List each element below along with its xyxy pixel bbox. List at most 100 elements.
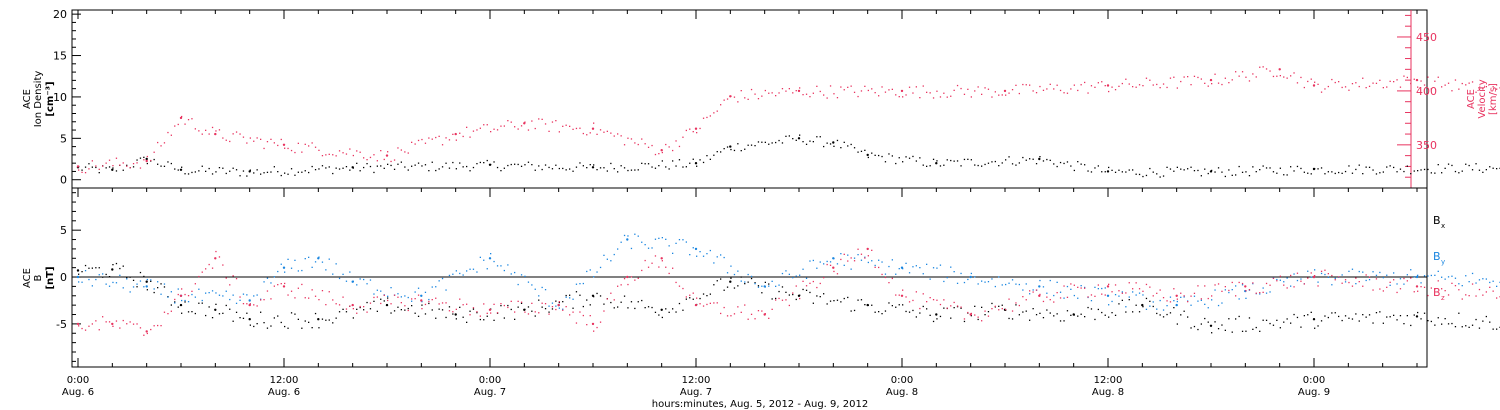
bz-sample <box>977 316 979 318</box>
bx-sample <box>256 323 258 325</box>
by-sample <box>981 280 983 282</box>
density-sample <box>1022 156 1024 159</box>
bz-sample <box>1049 299 1051 301</box>
density-sample <box>174 168 176 170</box>
density-sample <box>579 162 581 164</box>
density-sample <box>1485 169 1487 171</box>
by-sample <box>146 278 148 281</box>
velocity-point <box>1003 89 1007 93</box>
velocity-sample <box>91 160 93 162</box>
density-sample <box>328 166 330 168</box>
velocity-sample <box>98 168 100 170</box>
bx-sample <box>441 309 444 311</box>
velocity-sample <box>122 162 124 164</box>
bx-sample <box>850 310 852 312</box>
density-sample <box>1053 163 1055 165</box>
bx-sample <box>1461 326 1463 328</box>
density-sample <box>884 161 887 163</box>
velocity-sample <box>352 154 354 157</box>
density-sample <box>211 173 214 175</box>
bz-sample <box>1193 292 1196 294</box>
velocity-sample <box>1080 84 1082 86</box>
by-sample <box>531 284 533 286</box>
bx-sample <box>912 309 914 312</box>
bz-sample <box>338 304 341 306</box>
bx-point <box>1209 324 1213 327</box>
velocity-sample <box>788 88 790 90</box>
bx-sample <box>1430 320 1432 323</box>
bx-sample <box>864 304 866 306</box>
density-sample <box>943 164 945 166</box>
by-sample <box>788 273 790 275</box>
velocity-sample <box>946 96 948 98</box>
velocity-point <box>1278 68 1281 71</box>
velocity-sample <box>1101 81 1103 83</box>
velocity-sample <box>486 124 488 126</box>
by-sample <box>1073 294 1075 297</box>
velocity-sample <box>1358 85 1360 88</box>
velocity-sample <box>1269 70 1271 72</box>
bx-sample <box>407 307 409 310</box>
bz-sample <box>665 266 667 268</box>
bz-sample <box>1478 288 1481 291</box>
bz-sample <box>510 300 512 302</box>
velocity-sample <box>531 120 533 122</box>
bx-sample <box>809 291 811 294</box>
by-sample <box>1434 274 1436 276</box>
density-sample <box>503 167 505 169</box>
velocity-sample <box>1015 84 1017 86</box>
bx-sample <box>1434 324 1436 326</box>
bx-sample <box>284 325 286 328</box>
bz-sample <box>898 294 900 296</box>
bz-sample <box>431 299 433 301</box>
bx-sample <box>1118 303 1120 305</box>
bz-sample <box>507 306 509 309</box>
velocity-sample <box>1492 86 1494 88</box>
bx-sample <box>654 311 657 313</box>
velocity-sample <box>376 160 378 162</box>
density-sample <box>620 165 622 167</box>
density-sample <box>229 170 231 172</box>
density-sample <box>610 162 612 165</box>
bx-sample <box>88 267 90 269</box>
density-sample <box>706 155 708 157</box>
bz-sample <box>1080 287 1082 289</box>
bx-sample <box>1193 325 1196 328</box>
bz-sample <box>170 310 172 312</box>
velocity-sample <box>1046 88 1048 90</box>
bx-sample <box>747 281 749 283</box>
by-sample <box>950 266 952 268</box>
by-sample <box>943 280 945 283</box>
velocity-sample <box>860 90 863 92</box>
density-sample <box>311 165 313 168</box>
bx-sample <box>308 321 310 323</box>
bx-sample <box>143 275 145 278</box>
bz-sample <box>1420 286 1422 288</box>
bz-sample <box>534 311 536 313</box>
by-sample <box>757 286 760 288</box>
bx-sample <box>527 306 530 308</box>
density-sample <box>1327 171 1329 173</box>
density-sample <box>991 161 993 163</box>
by-sample <box>586 270 588 273</box>
bx-sample <box>455 318 457 320</box>
velocity-sample <box>493 128 495 130</box>
by-sample <box>1228 291 1230 294</box>
bx-sample <box>208 306 210 308</box>
density-sample <box>1344 170 1347 173</box>
bz-sample <box>229 284 231 286</box>
density-sample <box>915 160 917 162</box>
bx-sample <box>929 314 931 316</box>
density-point <box>1106 170 1110 173</box>
density-sample <box>1077 161 1079 163</box>
bz-sample <box>781 299 784 301</box>
velocity-sample <box>1114 89 1117 91</box>
velocity-sample <box>1399 86 1402 88</box>
density-sample <box>1427 168 1429 171</box>
bz-sample <box>1166 300 1168 302</box>
density-sample <box>902 161 904 163</box>
bz-sample <box>1259 292 1261 294</box>
velocity-sample <box>263 147 265 150</box>
density-sample <box>895 162 897 165</box>
density-sample <box>586 167 588 169</box>
